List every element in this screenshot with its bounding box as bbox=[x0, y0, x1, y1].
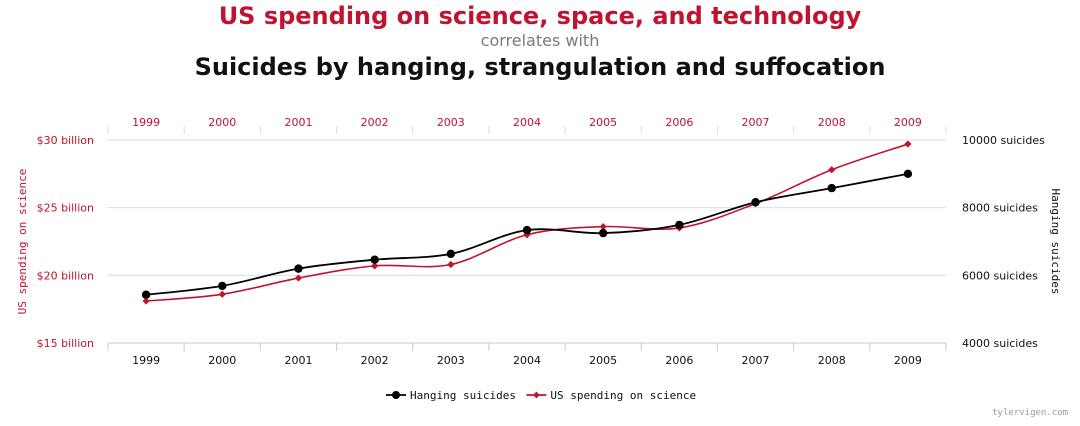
y-left-tick-label: $20 billion bbox=[37, 269, 94, 282]
x-tick-label-bottom: 1999 bbox=[132, 354, 160, 367]
x-tick-label-bottom: 2002 bbox=[361, 354, 389, 367]
data-point-spending bbox=[828, 166, 836, 174]
x-tick-label-bottom: 2006 bbox=[665, 354, 693, 367]
x-axis-bottom: 1999 2000 2001 2002 2003 2004 2005 2006 2007 2008… bbox=[107, 343, 947, 367]
data-point-suicides bbox=[522, 225, 532, 235]
data-point-spending bbox=[904, 140, 912, 148]
data-point-suicides bbox=[141, 290, 151, 299]
data-point-spending bbox=[371, 262, 379, 270]
x-tick-label-bottom: 2003 bbox=[437, 354, 465, 367]
grid bbox=[108, 139, 946, 344]
data-point-spending bbox=[447, 260, 455, 269]
legend-marker-circle bbox=[392, 391, 400, 399]
data-point-suicides bbox=[827, 183, 836, 193]
data-point-suicides bbox=[675, 220, 684, 230]
data-point-spending bbox=[599, 223, 607, 231]
y-right-tick-label: 6000 suicides bbox=[962, 269, 1038, 282]
x-tick-label-bottom: 2009 bbox=[894, 354, 922, 367]
data-point-spending bbox=[294, 274, 303, 282]
x-tick-label-bottom: 2001 bbox=[284, 354, 312, 367]
x-tick-label-bottom: 2008 bbox=[818, 354, 846, 367]
x-tick-label-top: 1999 bbox=[132, 116, 160, 129]
y-axis-right: 10000 suicides 8000 suicides 6000 suicides… bbox=[962, 134, 1062, 350]
credit-text: tylervigen.com bbox=[992, 408, 1068, 418]
y-right-tick-label: 8000 suicides bbox=[962, 202, 1038, 215]
x-tick-label-bottom: 2007 bbox=[742, 354, 770, 367]
chart-title-line1: US spending on science, space, and techn… bbox=[218, 2, 862, 30]
y-right-tick-label: 4000 suicides bbox=[962, 337, 1038, 350]
legend-label: Hanging suicides bbox=[410, 389, 516, 402]
y-left-tick-label: $15 billion bbox=[37, 337, 94, 350]
chart-title-line2: correlates with bbox=[480, 31, 600, 50]
x-tick-label-bottom: 2004 bbox=[513, 354, 541, 367]
y-right-tick-label: 10000 suicides bbox=[962, 134, 1045, 147]
legend-label: US spending on science bbox=[550, 389, 696, 402]
x-tick-label-top: 2000 bbox=[208, 116, 236, 129]
data-point-suicides bbox=[903, 169, 913, 179]
x-tick-label-bottom: 2000 bbox=[208, 354, 236, 367]
x-tick-label-top: 2005 bbox=[589, 116, 617, 129]
y-axis-left: $30 billion $25 billion $20 billion $15 bil… bbox=[16, 134, 94, 350]
y-left-tick-label: $25 billion bbox=[37, 202, 94, 215]
data-point-suicides bbox=[294, 264, 303, 273]
x-axis-top: 1999 2000 2001 2002 2003 2004 2005 2006 2007 2008… bbox=[107, 116, 947, 134]
x-tick-label-top: 2004 bbox=[513, 116, 541, 129]
data-point-spending bbox=[218, 290, 226, 298]
data-point-suicides bbox=[218, 281, 227, 291]
y-left-axis-label: US spending on science bbox=[16, 169, 29, 315]
chart-title-line3: Suicides by hanging, strangulation and s… bbox=[194, 53, 886, 81]
x-tick-label-bottom: 2005 bbox=[589, 354, 617, 367]
x-tick-label-top: 2007 bbox=[742, 116, 770, 129]
x-tick-label-top: 2008 bbox=[818, 116, 846, 129]
x-tick-label-top: 2009 bbox=[894, 116, 922, 129]
legend-marker-diamond bbox=[533, 391, 540, 399]
data-point-suicides bbox=[370, 255, 379, 264]
data-point-spending bbox=[142, 297, 150, 305]
y-left-tick-label: $30 billion bbox=[37, 134, 94, 147]
data-point-suicides bbox=[446, 249, 456, 259]
legend: Hanging suicides US spending on science bbox=[386, 389, 696, 402]
data-point-suicides bbox=[598, 228, 608, 238]
x-tick-label-top: 2003 bbox=[437, 116, 465, 129]
x-tick-label-top: 2002 bbox=[361, 116, 389, 129]
y-right-axis-label: Hanging suicides bbox=[1049, 189, 1062, 295]
x-tick-label-top: 2001 bbox=[284, 116, 312, 129]
x-tick-label-top: 2006 bbox=[665, 116, 693, 129]
data-point-suicides bbox=[751, 198, 760, 207]
series-layer bbox=[141, 140, 913, 305]
